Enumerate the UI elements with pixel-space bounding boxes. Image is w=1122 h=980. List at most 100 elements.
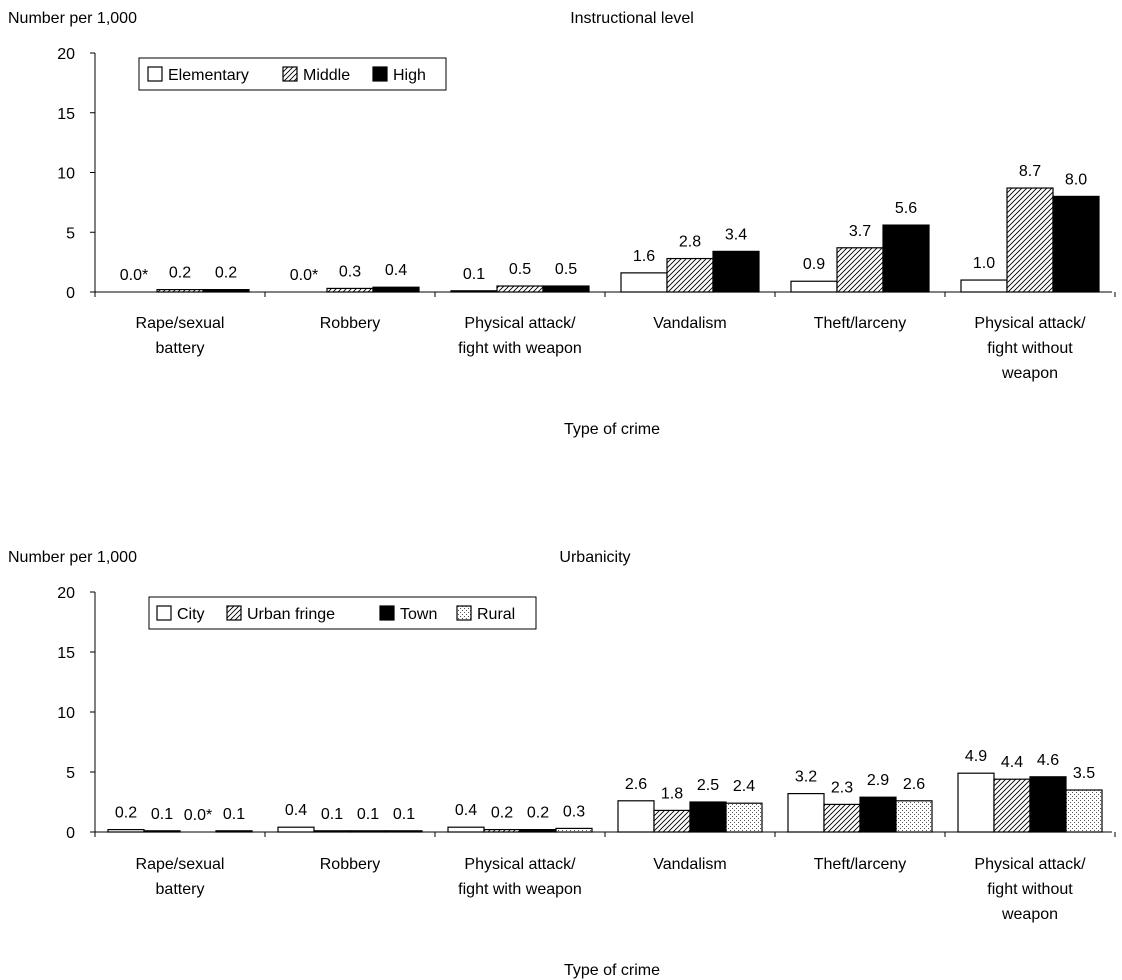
data-label: 0.1 <box>223 806 245 823</box>
chart-1-ylabel: Number per 1,000 <box>8 10 137 27</box>
category-label: fight without <box>987 340 1073 357</box>
category-label: battery <box>156 881 205 898</box>
chart-2-ylabel: Number per 1,000 <box>8 549 137 566</box>
chart-2-plot: 0 5 10 15 20 0.2 0.1 0.0* 0.1 Rape/sexual battery 0… <box>57 585 1116 923</box>
bar <box>689 801 727 833</box>
category-label: Physical attack/ <box>974 856 1086 873</box>
data-label: 0.4 <box>385 262 407 279</box>
data-label: 2.6 <box>625 776 647 793</box>
y-tick-label: 10 <box>57 166 75 183</box>
data-label: 0.2 <box>215 265 237 282</box>
category-label: Rape/sexual <box>136 315 225 332</box>
data-label: 0.3 <box>339 263 361 280</box>
bar <box>823 803 861 833</box>
data-label: 1.0 <box>973 255 995 272</box>
y-tick-label: 10 <box>57 705 75 722</box>
data-label: 0.1 <box>151 806 173 823</box>
legend-swatch <box>156 605 172 621</box>
bar <box>372 286 420 293</box>
bar <box>895 800 933 833</box>
bar <box>1006 187 1054 293</box>
category-label: Theft/larceny <box>814 856 906 873</box>
data-label: 0.2 <box>115 805 137 822</box>
bar <box>653 809 691 833</box>
legend-swatch <box>282 66 298 82</box>
data-label: 0.4 <box>455 802 477 819</box>
legend-label: Middle <box>303 67 350 84</box>
data-label: 0.0* <box>120 267 148 284</box>
bar <box>156 289 204 293</box>
data-label: 2.5 <box>697 777 719 794</box>
legend-swatch <box>456 605 472 621</box>
bar <box>143 830 181 833</box>
bar <box>519 828 557 833</box>
data-label: 0.3 <box>563 803 585 820</box>
data-label: 2.8 <box>679 234 701 251</box>
legend-label: Elementary <box>168 67 249 84</box>
bar <box>993 778 1031 833</box>
bar <box>836 247 884 293</box>
bar <box>107 828 145 833</box>
data-label: 0.1 <box>321 806 343 823</box>
bar <box>1052 195 1100 293</box>
data-label: 4.6 <box>1037 752 1059 769</box>
category-label: weapon <box>1001 906 1058 923</box>
legend-label: Rural <box>477 606 515 623</box>
category-label: Rape/sexual <box>136 856 225 873</box>
chart-2-xlabel: Type of crime <box>564 962 660 979</box>
data-label: 8.0 <box>1065 171 1087 188</box>
category-label: Robbery <box>320 856 380 873</box>
category-label: Physical attack/ <box>974 315 1086 332</box>
category-label: Robbery <box>320 315 380 332</box>
bar <box>859 796 897 833</box>
category-label: Vandalism <box>653 856 727 873</box>
data-label: 4.9 <box>965 748 987 765</box>
y-tick-label: 0 <box>66 825 75 842</box>
bar <box>202 289 250 293</box>
data-label: 0.5 <box>555 261 577 278</box>
chart-1-xlabel: Type of crime <box>564 421 660 438</box>
legend-label: City <box>177 606 205 623</box>
category-label: fight without <box>987 881 1073 898</box>
bar <box>542 285 590 293</box>
data-label: 5.6 <box>895 200 917 217</box>
category-label: Physical attack/ <box>464 856 576 873</box>
y-tick-label: 0 <box>66 285 75 302</box>
data-label: 2.3 <box>831 779 853 796</box>
data-label: 0.2 <box>491 805 513 822</box>
bar <box>447 826 485 833</box>
chart-1-plot: 0 5 10 15 20 0.0* 0.2 0.2 Rape/sexual battery 0.0*… <box>57 46 1116 382</box>
legend-label: Town <box>400 606 437 623</box>
data-label: 3.7 <box>849 223 871 240</box>
bar <box>555 827 593 833</box>
bar <box>790 280 838 293</box>
bar <box>620 272 668 293</box>
category-label: weapon <box>1001 365 1058 382</box>
chart-2-title: Urbanicity <box>559 549 630 566</box>
category-label: Physical attack/ <box>464 315 576 332</box>
data-label: 0.0* <box>290 267 318 284</box>
chart-instructional-level: Number per 1,000 Instructional level Typ… <box>8 10 1116 438</box>
data-label: 0.4 <box>285 802 307 819</box>
data-label: 3.4 <box>725 226 747 243</box>
bar <box>957 772 995 833</box>
y-tick-label: 5 <box>66 765 75 782</box>
data-label: 2.4 <box>733 778 755 795</box>
data-label: 0.9 <box>803 256 825 273</box>
data-label: 0.2 <box>527 805 549 822</box>
data-label: 1.6 <box>633 248 655 265</box>
legend-swatch <box>147 66 163 82</box>
category-label: battery <box>156 340 205 357</box>
category-label: fight with weapon <box>458 881 582 898</box>
bar <box>1065 789 1103 833</box>
y-tick-label: 5 <box>66 225 75 242</box>
bar <box>725 802 763 833</box>
category-label: Vandalism <box>653 315 727 332</box>
data-label: 0.0* <box>184 807 212 824</box>
data-label: 3.5 <box>1073 765 1095 782</box>
bar <box>496 285 544 293</box>
data-label: 0.5 <box>509 261 531 278</box>
bar <box>313 830 351 833</box>
bar <box>349 830 387 833</box>
